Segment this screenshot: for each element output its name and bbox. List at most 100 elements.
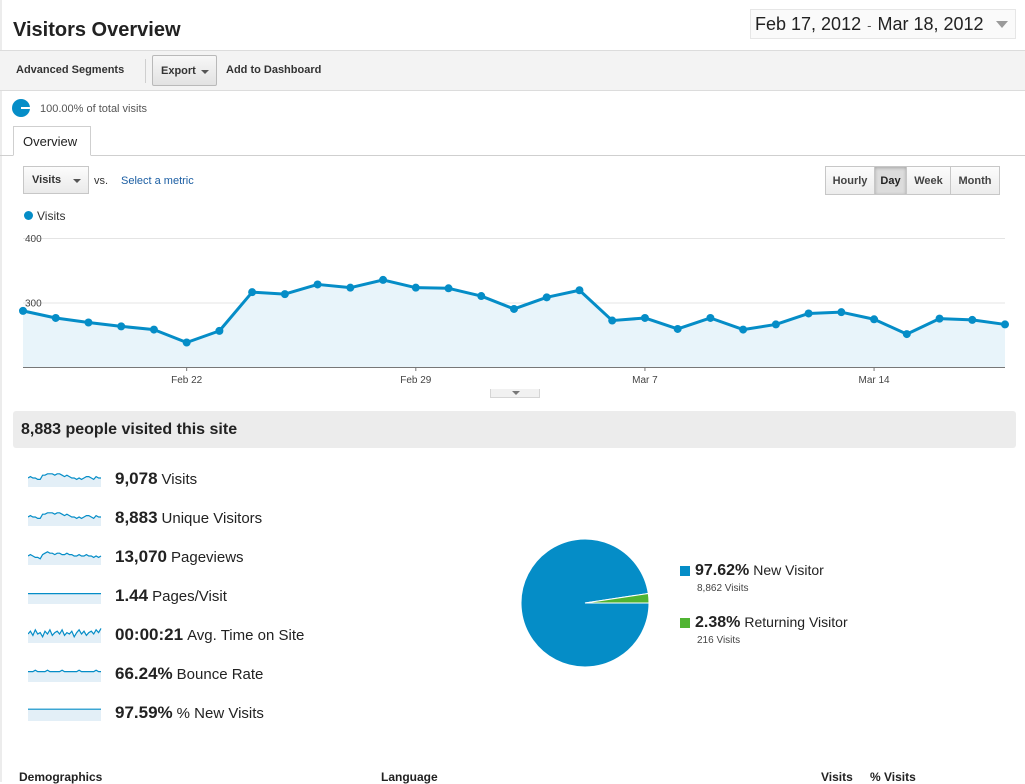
x-tick-label: Feb 22 xyxy=(171,375,203,386)
sparkline-visits[interactable] xyxy=(28,469,102,487)
legend-visits-label: Visits xyxy=(37,209,66,223)
select-metric-link[interactable]: Select a metric xyxy=(121,175,194,187)
date-separator: - xyxy=(867,18,872,33)
legend-percent: 2.38% Returning Visitor xyxy=(695,614,848,631)
stat-value: 97.59%% New Visits xyxy=(115,703,264,722)
data-point xyxy=(346,283,355,292)
stat-pageviews: 13,070 Pageviews xyxy=(28,545,468,569)
data-point xyxy=(280,290,289,299)
sparkline-pageviews[interactable] xyxy=(28,547,102,565)
toolbar: Advanced Segments Export Add to Dashboar… xyxy=(0,50,1025,91)
stat-label: Visits xyxy=(161,471,198,488)
toolbar-divider xyxy=(145,59,146,83)
demographics-heading: Demographics xyxy=(19,770,103,784)
stat-value: 8,883 Unique Visitors xyxy=(115,508,263,527)
legend-visits: 216 Visits xyxy=(697,635,741,646)
data-point xyxy=(19,306,27,315)
x-tick-label: Feb 29 xyxy=(400,375,432,386)
data-point xyxy=(935,314,944,323)
data-point xyxy=(673,324,682,333)
export-button[interactable]: Export xyxy=(152,55,217,86)
data-point xyxy=(575,286,584,295)
sparkline-pages-per-visit[interactable] xyxy=(28,586,102,604)
legend-percent: 97.62% New Visitor xyxy=(695,562,824,579)
data-point xyxy=(1001,320,1009,329)
x-tick-label: Mar 14 xyxy=(859,375,891,386)
segment-label: 100.00% of total visits xyxy=(40,103,148,115)
legend-visits: 8,862 Visits xyxy=(697,583,749,594)
data-point xyxy=(313,280,322,289)
sparkline-line xyxy=(28,512,101,520)
interval-hourly-button[interactable]: Hourly xyxy=(825,166,875,195)
stat-value: 9,078 Visits xyxy=(115,469,198,488)
sparkline-bounce-rate[interactable] xyxy=(28,664,102,682)
stat-value: 13,070 Pageviews xyxy=(115,547,244,566)
data-point xyxy=(804,309,813,318)
stat-avg-time-on-site: 00:00:21 Avg. Time on Site xyxy=(28,623,468,647)
legend-swatch xyxy=(680,618,690,628)
data-point xyxy=(870,315,879,324)
sparkline-fill xyxy=(28,670,101,682)
visits-line-chart: 400 300 Feb 22 Feb 29 Mar 7 Mar 14 xyxy=(19,234,1009,386)
stat-label: % New Visits xyxy=(176,705,264,722)
visits-column-heading: Visits xyxy=(821,770,853,784)
legend-name: Returning Visitor xyxy=(744,614,848,630)
data-point xyxy=(640,313,649,322)
pie-slice-returning-visitor xyxy=(584,592,650,604)
date-end: Mar 18, 2012 xyxy=(877,14,984,34)
data-point xyxy=(444,284,453,293)
data-point xyxy=(771,320,780,329)
sparkline-new-visits[interactable] xyxy=(28,703,102,721)
data-point xyxy=(608,316,617,325)
data-point xyxy=(477,292,486,301)
date-start: Feb 17, 2012 xyxy=(755,14,862,34)
stat-new-visits: 97.59%% New Visits xyxy=(28,701,468,725)
advanced-segments-button[interactable]: Advanced Segments xyxy=(16,64,125,76)
data-point xyxy=(117,322,126,331)
data-point xyxy=(739,325,748,334)
sparkline-fill xyxy=(28,593,101,604)
legend-swatch xyxy=(680,566,690,576)
stat-label: Bounce Rate xyxy=(176,666,264,683)
interval-week-button[interactable]: Week xyxy=(906,166,951,195)
data-point xyxy=(411,283,420,292)
stat-pages-per-visit: 1.44 Pages/Visit xyxy=(28,584,468,608)
data-point xyxy=(215,326,224,335)
stat-label: Pages/Visit xyxy=(152,588,227,605)
data-point xyxy=(902,330,911,339)
stat-value: 1.44 Pages/Visit xyxy=(115,586,227,605)
legend-visits-marker xyxy=(24,211,33,220)
interval-day-button[interactable]: Day xyxy=(874,166,907,195)
stat-value: 66.24% Bounce Rate xyxy=(115,664,264,683)
vs-label: vs. xyxy=(94,175,109,187)
pct-visits-column-heading: % Visits xyxy=(870,770,916,784)
left-gutter xyxy=(0,0,2,782)
tab-baseline xyxy=(0,155,1025,156)
export-label: Export xyxy=(161,65,196,77)
data-point xyxy=(837,308,846,317)
sparkline-avg-time-on-site[interactable] xyxy=(28,625,102,643)
data-point xyxy=(968,315,977,324)
metric-select[interactable]: Visits xyxy=(23,166,89,194)
sparkline-fill xyxy=(28,551,101,565)
language-heading[interactable]: Language xyxy=(381,770,438,784)
x-tick-label: Mar 7 xyxy=(632,375,658,386)
stat-label: Avg. Time on Site xyxy=(187,627,305,644)
data-point xyxy=(510,304,518,313)
data-point xyxy=(182,338,191,347)
interval-month-button[interactable]: Month xyxy=(950,166,1000,195)
data-point xyxy=(51,313,60,322)
sparkline-line xyxy=(28,473,101,481)
data-point xyxy=(706,313,715,322)
stat-label: Unique Visitors xyxy=(161,510,263,527)
stat-value: 00:00:21 Avg. Time on Site xyxy=(115,625,305,644)
chart-collapse-handle[interactable] xyxy=(490,389,540,398)
add-to-dashboard-button[interactable]: Add to Dashboard xyxy=(226,64,322,76)
data-point xyxy=(84,318,93,327)
sparkline-fill xyxy=(28,473,101,487)
sparkline-unique-visitors[interactable] xyxy=(28,508,102,526)
tab-overview[interactable]: Overview xyxy=(13,126,91,156)
date-range-picker[interactable]: Feb 17, 2012 - Mar 18, 2012 xyxy=(750,9,1016,39)
chevron-down-icon[interactable] xyxy=(993,16,1009,32)
segment-pie-icon xyxy=(12,99,30,117)
